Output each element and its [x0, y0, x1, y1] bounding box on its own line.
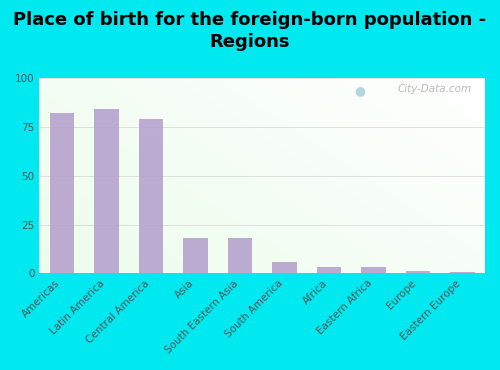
Bar	[317, 268, 342, 273]
Text: City-Data.com: City-Data.com	[398, 84, 471, 94]
Bar	[50, 113, 74, 273]
Bar	[362, 267, 386, 273]
Bar	[94, 110, 118, 273]
Text: Place of birth for the foreign-born population -
Regions: Place of birth for the foreign-born popu…	[14, 11, 486, 51]
Bar	[272, 262, 297, 273]
Bar	[228, 238, 252, 273]
Text: ●: ●	[354, 84, 364, 97]
Bar	[138, 119, 163, 273]
Bar	[450, 272, 475, 273]
Bar	[406, 271, 430, 273]
Bar	[183, 238, 208, 273]
